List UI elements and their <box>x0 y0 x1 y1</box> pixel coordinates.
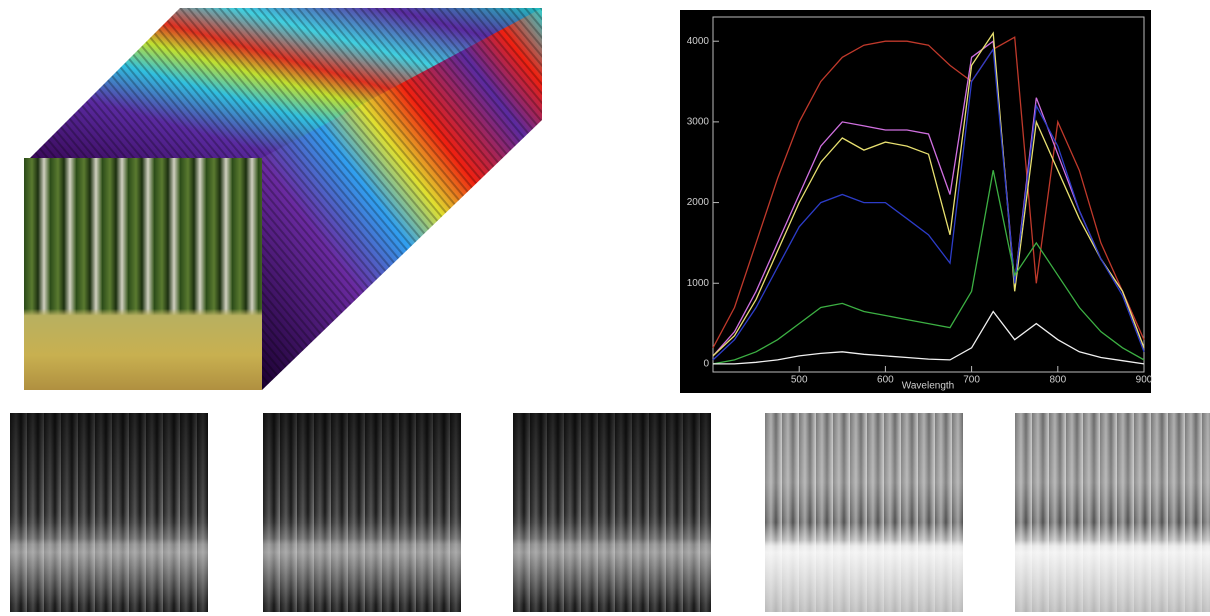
plot-frame <box>712 16 1145 373</box>
y-tick-label: 0 <box>703 359 709 370</box>
y-tick-label: 1000 <box>687 278 710 289</box>
series-line <box>712 36 1145 349</box>
spectrum-chart: Wavelength 0 1000 2000 3000 4000 500 600 700 800… <box>680 10 1153 393</box>
x-tick-label: 600 <box>877 375 894 386</box>
series-line <box>712 31 1145 357</box>
series-line <box>712 39 1145 357</box>
x-tick-label: 800 <box>1049 375 1066 386</box>
x-axis-label: Wavelength <box>902 381 954 392</box>
y-tick-label: 4000 <box>687 36 710 47</box>
rgb-image <box>24 158 262 390</box>
band-image <box>1015 413 1210 612</box>
x-tick-label: 500 <box>791 375 808 386</box>
y-tick-label: 3000 <box>687 117 710 128</box>
band-image <box>263 413 461 612</box>
series-line <box>712 170 1145 365</box>
x-tick-label: 700 <box>963 375 980 386</box>
series-line <box>712 47 1145 361</box>
y-tick-label: 2000 <box>687 197 710 208</box>
series-line <box>713 310 1145 365</box>
band-image <box>765 413 963 612</box>
chart-background <box>680 10 1151 393</box>
x-tick-label: 900 <box>1136 375 1153 386</box>
band-image <box>513 413 711 612</box>
cube <box>30 8 542 390</box>
band-image <box>10 413 208 612</box>
